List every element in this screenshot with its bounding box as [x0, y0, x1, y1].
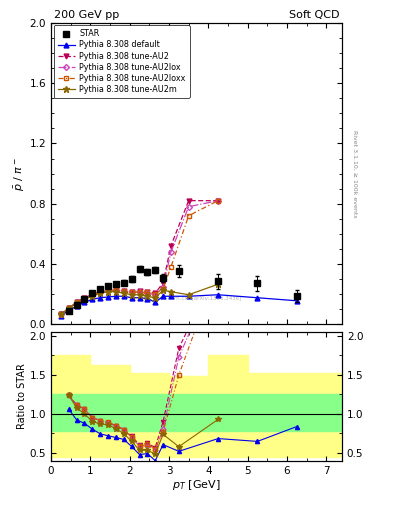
Legend: STAR, Pythia 8.308 default, Pythia 8.308 tune-AU2, Pythia 8.308 tune-AU2lox, Pyt: STAR, Pythia 8.308 default, Pythia 8.308… — [53, 26, 190, 98]
Y-axis label: $\bar{p}$ / $\pi^-$: $\bar{p}$ / $\pi^-$ — [13, 157, 27, 190]
Text: 200 GeV pp: 200 GeV pp — [54, 10, 119, 20]
X-axis label: $p_T$ [GeV]: $p_T$ [GeV] — [172, 478, 221, 493]
Text: mcplots.cern.ch  [arXiv:1306.3436]: mcplots.cern.ch [arXiv:1306.3436] — [144, 296, 242, 301]
Text: Rivet 3.1.10, ≥ 100k events: Rivet 3.1.10, ≥ 100k events — [352, 130, 357, 218]
Y-axis label: Ratio to STAR: Ratio to STAR — [17, 364, 27, 429]
Text: Soft QCD: Soft QCD — [288, 10, 339, 20]
